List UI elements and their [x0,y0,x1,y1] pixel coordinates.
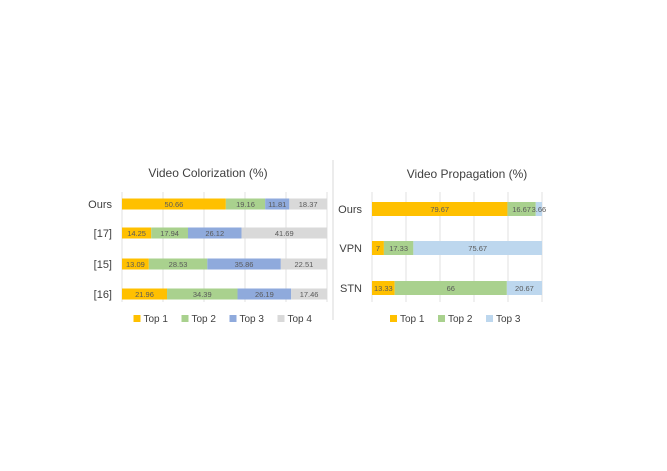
bar-segment [372,241,384,255]
category-label: [16] [94,289,112,301]
bar-segment [289,198,327,210]
legend-label: Top 3 [496,314,521,325]
data-label: 22.51 [295,260,314,269]
data-label: 16.67 [512,205,531,214]
legend-swatch [181,315,189,322]
bar-segment [413,241,542,255]
legend-swatch [486,315,493,322]
category-label: [15] [94,259,112,271]
bar-segment [265,198,290,210]
bar-segment [237,288,292,300]
data-label: 17.33 [389,244,408,253]
data-label: 17.94 [160,229,179,238]
bar-segment [280,258,327,270]
data-label: 11.81 [268,200,286,209]
bar-segment [507,202,536,216]
data-label: 41.69 [275,229,294,238]
bar-segment [122,227,152,239]
data-label: 75.67 [468,244,487,253]
bar-segment [151,227,188,239]
bar-segment [167,288,238,300]
legend-label: Top 3 [240,314,265,325]
bar-segment [506,281,542,295]
data-label: 26.19 [255,290,274,299]
category-label: VPN [339,243,362,255]
video-colorization-chart: Video Colorization (%) Ours 50.66 19.16 11.8… [88,166,328,325]
video-propagation-chart: Video Propagation (%) Ours 79.67 16.67 3.66 V… [338,167,546,325]
data-label: 34.39 [193,290,212,299]
bar-segment [383,241,414,255]
data-label: 26.12 [205,229,224,238]
data-label: 18.37 [299,200,318,209]
data-label: 17.46 [300,290,319,299]
bar-segment [122,288,168,300]
chart-title: Video Colorization (%) [148,166,267,180]
legend-label: Top 2 [448,314,473,325]
bar-segment [148,258,208,270]
data-label: 13.09 [126,260,145,269]
data-label: 66 [447,284,455,293]
legend-swatch [277,315,285,322]
bar-segment [122,258,149,270]
category-label: [17] [94,228,112,240]
bar-segment [122,198,226,210]
category-label: Ours [88,199,112,211]
data-label: 3.66 [532,205,547,214]
bar-segment [535,202,542,216]
category-label: Ours [338,204,362,216]
bar-segment [241,227,327,239]
chart-title: Video Propagation (%) [407,167,528,181]
data-label: 14.25 [127,229,146,238]
legend-swatch [133,315,141,322]
legend-swatch [438,315,445,322]
bar-segment [225,198,266,210]
legend-swatch [390,315,397,322]
data-label: 50.66 [165,200,184,209]
bar-segment [394,281,507,295]
legend-label: Top 1 [400,314,425,325]
data-label: 21.96 [135,290,154,299]
legend-swatch [229,315,237,322]
legend-label: Top 4 [288,314,313,325]
data-label: 19.16 [236,200,255,209]
bar-segment [187,227,242,239]
bar-segment [372,281,395,295]
data-label: 35.86 [235,260,254,269]
legend-label: Top 1 [144,314,169,325]
bar-segment [207,258,281,270]
data-label: 20.67 [515,284,534,293]
category-label: STN [340,283,362,295]
bar-segment [372,202,508,216]
bar-segment [291,288,327,300]
data-label: 13.33 [374,284,393,293]
legend-label: Top 2 [192,314,217,325]
data-label: 79.67 [430,205,449,214]
data-label: 7 [376,244,380,253]
data-label: 28.53 [169,260,188,269]
